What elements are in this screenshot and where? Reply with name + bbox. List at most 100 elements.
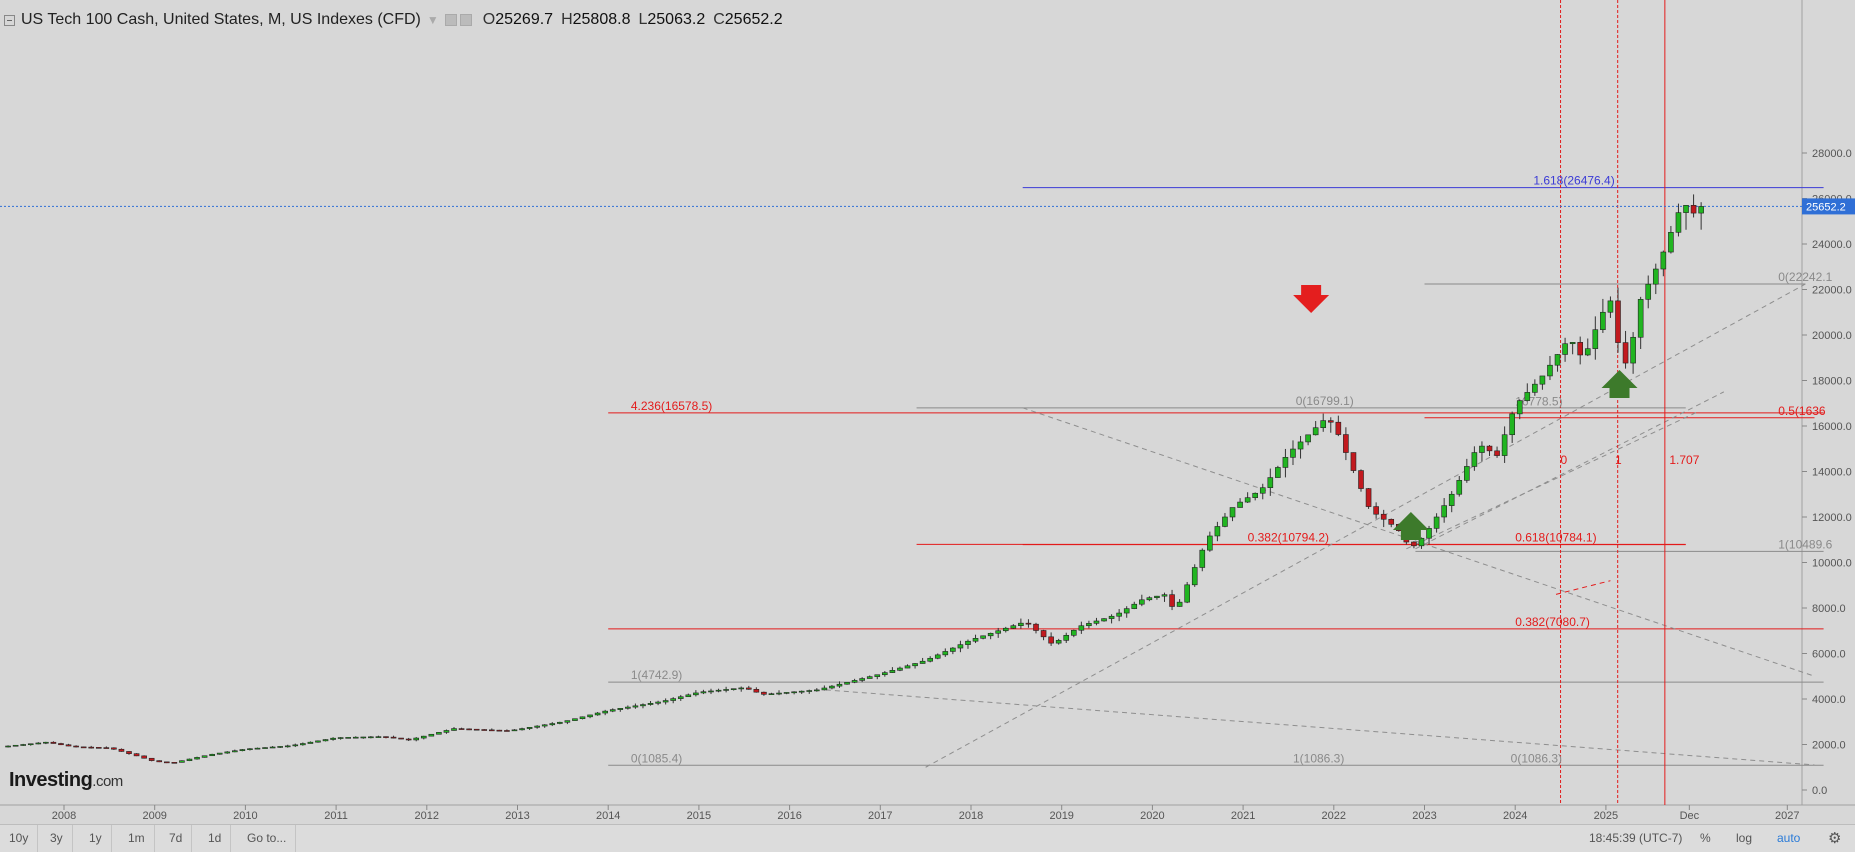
candle bbox=[670, 698, 677, 701]
candle bbox=[1418, 537, 1425, 547]
range-1m[interactable]: 1m bbox=[119, 825, 155, 852]
candle bbox=[950, 647, 956, 652]
candle bbox=[390, 736, 397, 739]
candle bbox=[20, 744, 26, 746]
candle bbox=[1305, 434, 1311, 443]
candle bbox=[1010, 625, 1017, 629]
candle bbox=[1411, 541, 1417, 547]
price-chart[interactable]: 0.0 2000.0 4000.0 6000.0 8000.0 10000.0 12000.… bbox=[0, 0, 1855, 824]
fibonacci-levels: 1.618(26476.4) 0(22242.1 4.236(16578.5) 0(1… bbox=[608, 0, 1833, 805]
candle bbox=[783, 692, 790, 694]
candle bbox=[791, 691, 797, 694]
candle bbox=[12, 744, 19, 747]
range-10y[interactable]: 10y bbox=[0, 825, 39, 852]
remove-icon[interactable] bbox=[459, 14, 472, 26]
auto-toggle[interactable]: auto bbox=[1777, 831, 1801, 845]
candle bbox=[1358, 470, 1364, 489]
candle bbox=[549, 723, 556, 726]
log-toggle[interactable]: log bbox=[1736, 831, 1753, 845]
candle bbox=[284, 745, 291, 748]
candle bbox=[1267, 477, 1274, 488]
candle bbox=[579, 716, 586, 720]
candle bbox=[50, 741, 57, 744]
candle bbox=[572, 718, 578, 721]
x-tick-label: 2021 bbox=[1231, 810, 1255, 822]
candle bbox=[1501, 434, 1508, 456]
candle bbox=[1652, 268, 1659, 285]
candle bbox=[1229, 507, 1236, 518]
candle bbox=[904, 665, 911, 669]
open-value: 25269.7 bbox=[495, 11, 554, 28]
candle bbox=[300, 743, 306, 746]
candle bbox=[934, 654, 941, 659]
candle bbox=[398, 737, 404, 740]
fib-label: 0(1085.4) bbox=[631, 751, 682, 765]
range-1y[interactable]: 1y bbox=[80, 825, 112, 852]
collapse-legend-icon[interactable] bbox=[4, 14, 15, 26]
candle bbox=[1562, 343, 1568, 355]
candle bbox=[1456, 480, 1463, 495]
candle bbox=[1668, 232, 1674, 253]
range-3y[interactable]: 3y bbox=[41, 825, 73, 852]
candle bbox=[224, 751, 231, 754]
fib-label: 0 bbox=[1561, 453, 1568, 467]
candle bbox=[715, 689, 722, 692]
candle bbox=[1169, 594, 1175, 607]
candle bbox=[1025, 622, 1032, 625]
candle bbox=[1161, 594, 1168, 597]
candle bbox=[1547, 364, 1553, 377]
candle bbox=[322, 739, 329, 742]
candle bbox=[330, 737, 336, 740]
gear-icon[interactable]: ⚙ bbox=[1828, 830, 1842, 847]
candle bbox=[1123, 608, 1130, 614]
candle bbox=[965, 640, 971, 645]
candle bbox=[1116, 612, 1122, 617]
candle bbox=[209, 753, 215, 757]
y-tick-label: 12000.0 bbox=[1812, 512, 1852, 524]
x-tick-label: 2022 bbox=[1322, 810, 1346, 822]
candle bbox=[1479, 445, 1485, 453]
candle bbox=[738, 687, 745, 690]
candle bbox=[866, 676, 873, 679]
candle bbox=[1615, 300, 1621, 343]
y-tick-label: 24000.0 bbox=[1812, 239, 1852, 251]
candle bbox=[1577, 342, 1584, 356]
settings-icon[interactable] bbox=[444, 14, 457, 26]
low-label: L bbox=[638, 11, 648, 28]
candle bbox=[919, 660, 926, 664]
range-7d[interactable]: 7d bbox=[160, 825, 193, 852]
candle bbox=[662, 700, 669, 703]
candle bbox=[1592, 329, 1599, 349]
candle bbox=[1108, 615, 1115, 619]
x-tick-label: 2009 bbox=[142, 810, 166, 822]
x-tick-label: 2012 bbox=[415, 810, 439, 822]
candle bbox=[587, 714, 593, 718]
candle bbox=[1698, 206, 1704, 214]
goto-date-button[interactable]: Go to... bbox=[238, 825, 297, 852]
chevron-down-icon[interactable]: ▼ bbox=[426, 13, 439, 27]
candle bbox=[171, 762, 178, 764]
candle bbox=[1622, 342, 1629, 364]
percent-toggle[interactable]: % bbox=[1700, 831, 1711, 845]
range-1d[interactable]: 1d bbox=[199, 825, 232, 852]
x-tick-label: 2013 bbox=[505, 810, 529, 822]
fib-label: 1(4742.9) bbox=[631, 668, 682, 682]
candle bbox=[1426, 528, 1432, 539]
candle bbox=[133, 753, 140, 757]
candle bbox=[473, 728, 480, 731]
candle bbox=[927, 657, 933, 662]
candle bbox=[413, 737, 420, 741]
candle bbox=[851, 680, 858, 683]
trend-line bbox=[1415, 391, 1725, 550]
arrow-up-icon bbox=[1392, 512, 1429, 540]
candle bbox=[1675, 212, 1682, 233]
candle bbox=[1297, 441, 1304, 450]
candle bbox=[1600, 311, 1606, 330]
candle bbox=[88, 746, 95, 749]
candle bbox=[1388, 518, 1395, 525]
candle bbox=[602, 710, 608, 714]
candle bbox=[1154, 595, 1160, 598]
fib-label: 0(1086.3) bbox=[1511, 751, 1562, 765]
candle bbox=[118, 748, 125, 752]
candle bbox=[889, 670, 896, 673]
